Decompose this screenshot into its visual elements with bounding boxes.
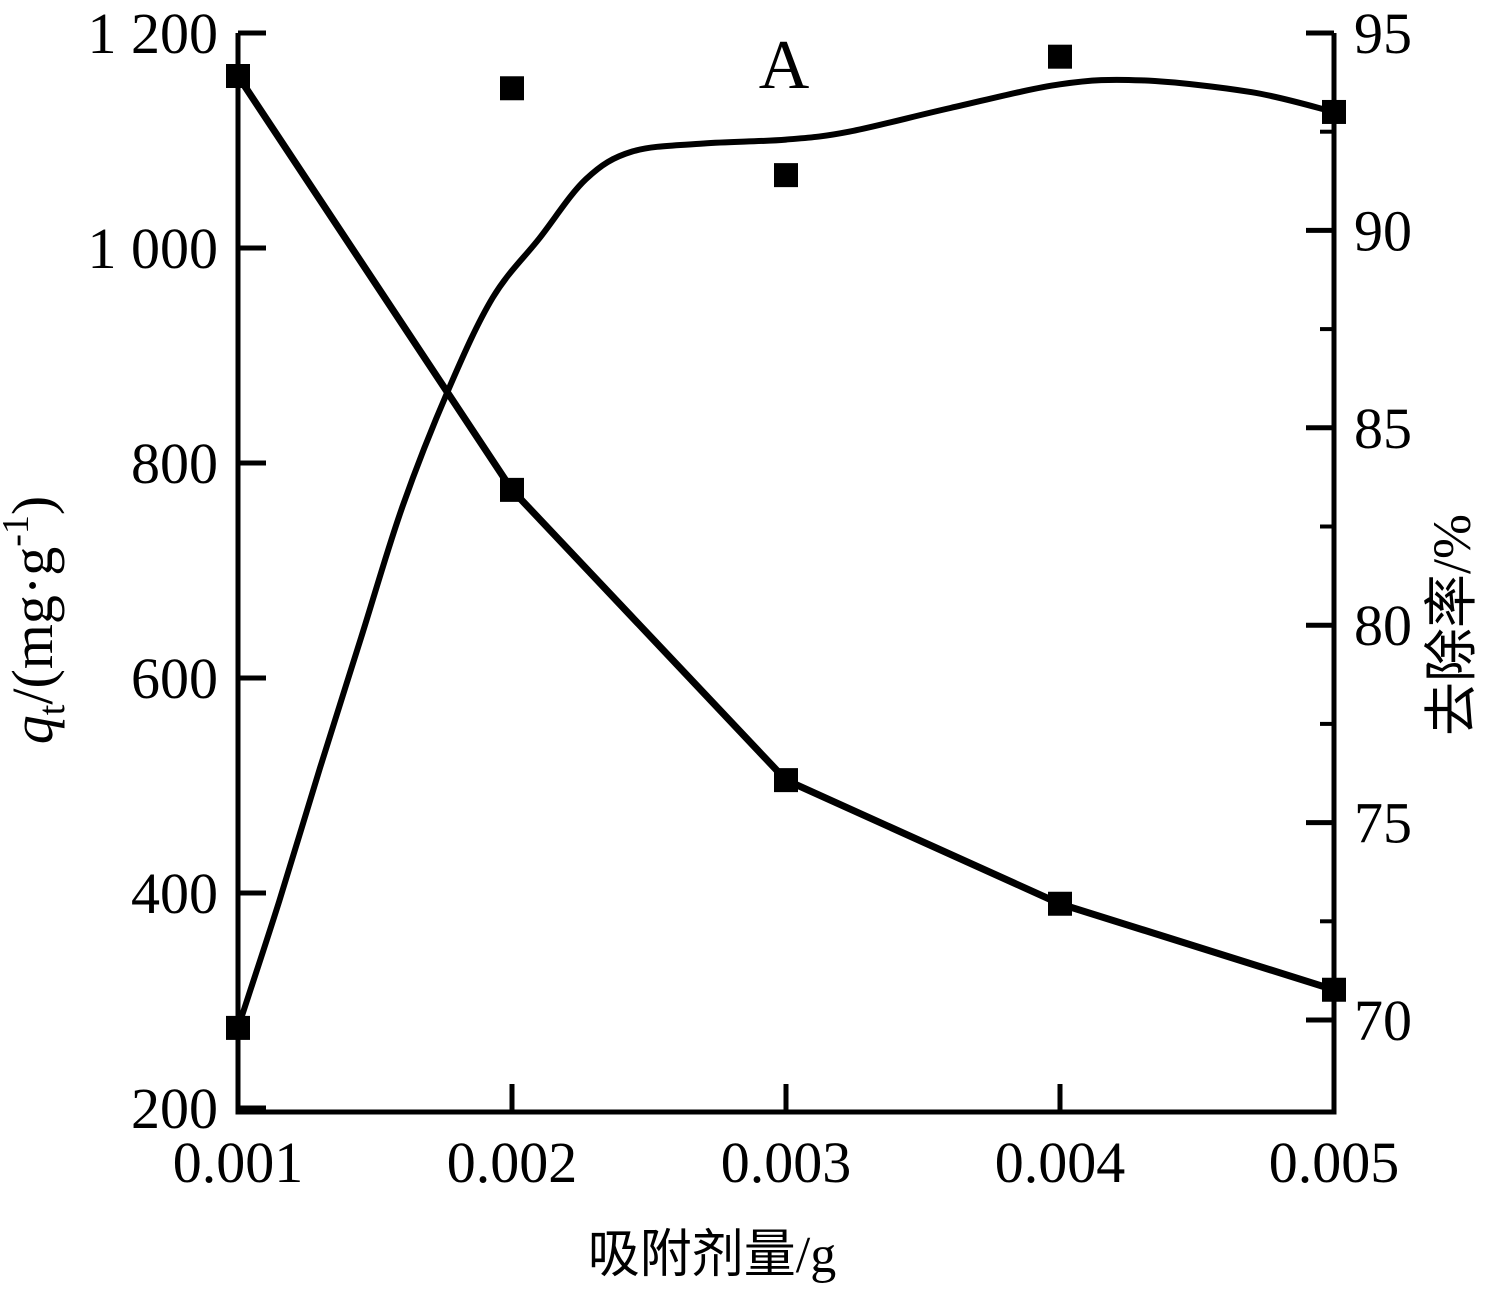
removal-rate-data-point-marker xyxy=(500,76,524,101)
qt-data-point-marker xyxy=(1322,977,1346,1002)
removal-rate-data-point-marker xyxy=(226,1015,250,1040)
left-axis-tick-label: 600 xyxy=(131,646,218,711)
axis-ticks xyxy=(235,30,1337,1112)
x-axis-tick-label: 0.004 xyxy=(995,1130,1126,1195)
removal-rate-data-point-marker xyxy=(1048,44,1072,69)
qt-polyline xyxy=(235,74,1336,994)
qt-data-point-marker xyxy=(774,768,798,793)
axis-tick-labels: 1 200 1 000 800 600 400 200 95 90 85 80 75 70 0.001 0… xyxy=(88,1,1413,1195)
x-axis-tick-label: 0.005 xyxy=(1269,1130,1400,1195)
left-title-units: /(mg·g xyxy=(0,547,65,705)
x-axis-tick-label: 0.002 xyxy=(447,1130,578,1195)
left-axis-title: qt/(mg·g-1) xyxy=(0,496,73,744)
qt-data-point-marker xyxy=(500,477,524,502)
data-point-markers xyxy=(226,44,1346,1040)
removal-rate-data-point-marker xyxy=(1322,99,1346,124)
left-title-close-paren: ) xyxy=(0,496,65,515)
left-title-superscript: -1 xyxy=(0,515,37,547)
x-axis-tick-label: 0.003 xyxy=(721,1130,852,1195)
right-axis-tick-label: 90 xyxy=(1354,198,1412,263)
removal-rate-fit-curve xyxy=(235,76,1335,1029)
left-axis-tick-label: 1 000 xyxy=(88,216,219,281)
right-axis-tick-label: 80 xyxy=(1354,593,1412,658)
right-axis-tick-label: 75 xyxy=(1354,791,1412,856)
left-title-q: q xyxy=(0,715,65,744)
right-axis-tick-label: 70 xyxy=(1354,988,1412,1053)
x-axis-tick-label: 0.001 xyxy=(173,1130,304,1195)
right-axis-title: 去除率/% xyxy=(1422,514,1482,736)
removal-rate-fit-path xyxy=(235,76,1335,1029)
removal-rate-data-point-marker xyxy=(774,163,798,188)
qt-data-point-marker xyxy=(226,64,250,88)
axes xyxy=(235,33,1337,1115)
x-axis-title: 吸附剂量/g xyxy=(588,1227,836,1284)
left-title-subscript: t xyxy=(31,704,73,715)
left-axis-tick-label: 1 200 xyxy=(88,1,219,66)
qt-data-point-marker xyxy=(1048,891,1072,916)
left-axis-tick-label: 400 xyxy=(131,861,218,926)
right-axis-tick-label: 95 xyxy=(1354,1,1412,66)
left-axis-tick-label: 200 xyxy=(131,1076,218,1141)
left-axis-tick-label: 800 xyxy=(131,431,218,496)
qt-line-series xyxy=(235,74,1336,994)
right-axis-tick-label: 85 xyxy=(1354,396,1412,461)
figure-label: A xyxy=(759,27,810,104)
